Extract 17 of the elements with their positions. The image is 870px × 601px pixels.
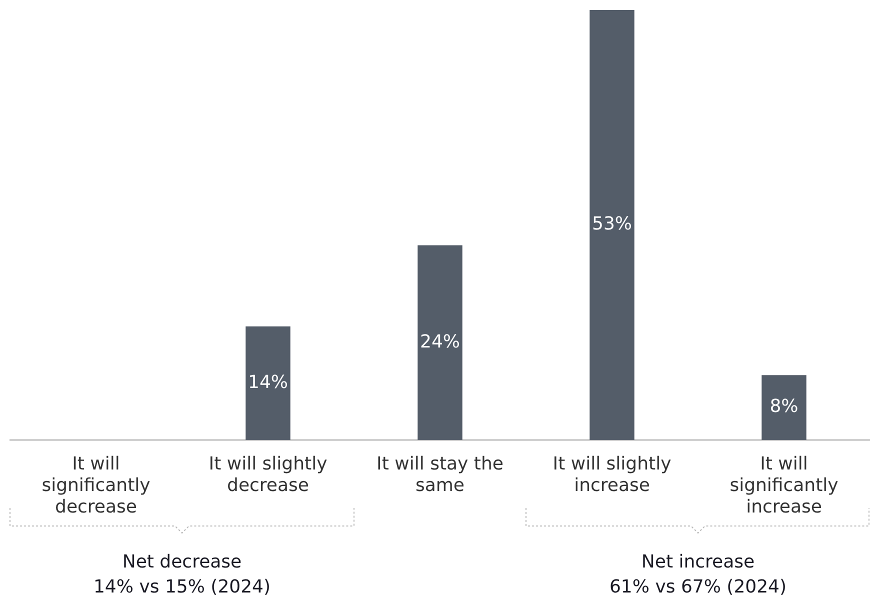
x-tick-label: It will slightly decrease [208, 453, 328, 496]
bar [762, 375, 806, 440]
text: Net increase [641, 552, 755, 573]
bar [590, 10, 634, 440]
text: 14% vs 15% (2024) [93, 576, 271, 598]
x-tick-label: It will slightly increase [552, 453, 672, 496]
text: Net decrease [122, 552, 242, 573]
data-label: 53% [592, 214, 632, 235]
text: 61% vs 67% (2024) [609, 576, 787, 598]
x-tick-label: It will stay the same [376, 453, 504, 496]
bar [418, 245, 462, 440]
data-label: 14% [248, 372, 288, 393]
x-tick-label: It will significantly decrease [42, 453, 151, 518]
data-label: 8% [770, 396, 798, 418]
x-tick-label: It will significantly increase [730, 453, 839, 518]
data-label: 24% [420, 331, 460, 352]
bar [246, 326, 290, 440]
